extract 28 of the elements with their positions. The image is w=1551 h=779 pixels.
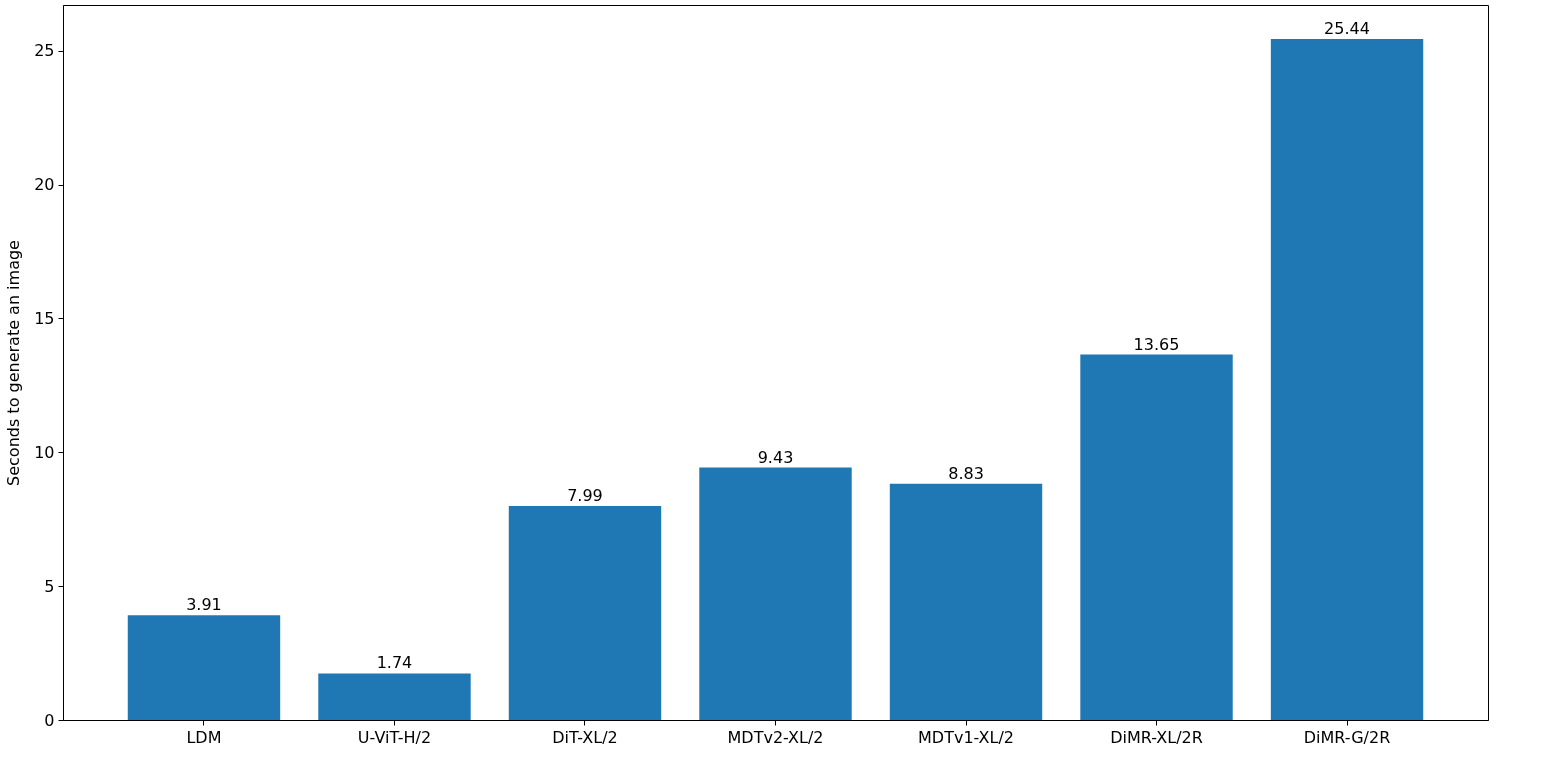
x-tick-label: LDM	[186, 727, 222, 747]
y-axis-title: Seconds to generate an image	[4, 240, 24, 486]
x-tick-label: DiT-XL/2	[552, 727, 618, 747]
data-label: 8.83	[948, 463, 984, 483]
y-tick-label: 20	[34, 175, 55, 195]
bar	[889, 483, 1043, 720]
data-label: 25.44	[1324, 19, 1370, 38]
data-label: 13.65	[1133, 334, 1180, 354]
x-tick-label: U-ViT-H/2	[357, 727, 432, 747]
bar	[318, 673, 471, 720]
data-label: 3.91	[186, 595, 222, 615]
y-tick-label: 5	[44, 576, 55, 596]
data-label: 1.74	[376, 653, 413, 673]
bar	[127, 615, 281, 720]
bar	[1270, 39, 1424, 720]
y-tick-label: 10	[34, 442, 55, 462]
x-tick-label: MDTv1-XL/2	[918, 727, 1014, 747]
x-tick-label: MDTv2-XL/2	[727, 727, 824, 747]
bar	[699, 467, 852, 720]
data-label: 9.43	[757, 447, 794, 467]
x-tick-label: DiMR-XL/2R	[1110, 727, 1203, 747]
y-tick-label: 25	[34, 41, 55, 61]
bar	[508, 506, 662, 720]
y-tick-label: 15	[34, 308, 55, 328]
y-tick-label: 0	[44, 710, 55, 730]
x-tick-label: DiMR-G/2R	[1303, 727, 1391, 747]
data-label: 7.99	[567, 486, 603, 506]
bar	[1080, 354, 1233, 720]
